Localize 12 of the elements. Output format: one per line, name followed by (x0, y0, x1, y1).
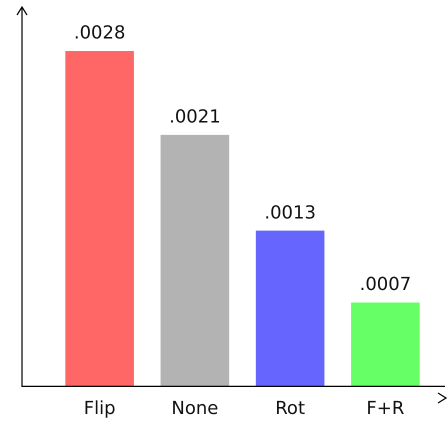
x-tick-label: None (171, 398, 218, 419)
x-tick-label: F+R (366, 398, 404, 419)
bar (256, 230, 324, 386)
bar (160, 134, 230, 386)
data-label: .0028 (74, 22, 126, 44)
data-label: .0007 (360, 274, 412, 296)
x-tick-label: Flip (84, 398, 116, 419)
data-label: .0013 (264, 202, 316, 224)
data-label: .0021 (169, 106, 221, 128)
bar (351, 302, 420, 386)
bar (65, 50, 134, 386)
x-tick-label: Rot (275, 398, 306, 419)
